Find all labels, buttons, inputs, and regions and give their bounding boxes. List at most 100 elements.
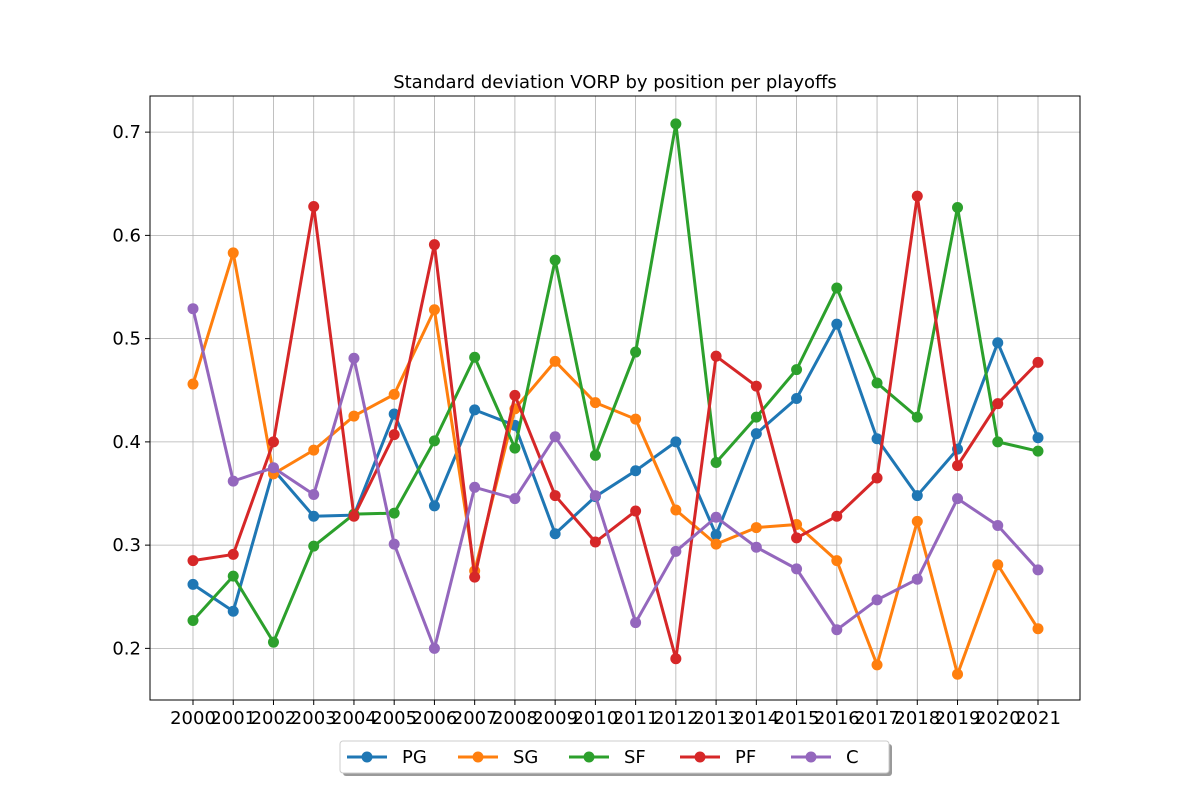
plot-frame (149, 95, 1081, 701)
data-point-pf (710, 350, 722, 362)
data-point-sg (589, 397, 601, 409)
y-tick-label: 0.3 (112, 535, 141, 556)
data-point-sf (308, 540, 320, 552)
series-pf (187, 190, 1044, 665)
x-tick-label: 2020 (975, 708, 1021, 729)
data-point-sg (308, 444, 320, 456)
legend-item-c: C (791, 747, 859, 768)
series-line-pf (192, 194, 1040, 661)
x-tick-label: 2021 (1015, 708, 1061, 729)
data-point-pf (348, 510, 360, 522)
data-point-c (469, 481, 481, 493)
data-point-sg (831, 555, 843, 567)
data-point-sf (227, 570, 239, 582)
data-point-c (871, 594, 883, 606)
data-point-pf (670, 653, 682, 665)
x-tick-label: 2002 (251, 708, 297, 729)
x-tick-label: 2001 (210, 708, 256, 729)
data-point-c (791, 563, 803, 575)
x-tick-label: 2016 (814, 708, 860, 729)
data-point-sf (630, 346, 642, 358)
x-tick-label: 2017 (854, 708, 900, 729)
data-point-pg (549, 528, 561, 540)
series-line-c (191, 308, 1040, 650)
data-point-c (348, 352, 360, 364)
data-point-pg (187, 578, 199, 590)
x-tick-label: 2005 (371, 708, 417, 729)
series-sg (187, 247, 1044, 680)
data-point-sf (469, 351, 481, 363)
legend-label-pf: PF (735, 747, 756, 768)
x-tick-label: 2003 (291, 708, 337, 729)
data-point-pg (911, 490, 923, 502)
data-point-pg (791, 393, 803, 405)
data-point-sg (187, 378, 199, 390)
series-line-sg (191, 251, 1040, 676)
series-pg (187, 318, 1044, 617)
data-point-sg (388, 388, 400, 400)
data-point-sg (348, 410, 360, 422)
data-point-c (589, 490, 601, 502)
data-point-sg (428, 304, 440, 316)
data-point-sf (670, 118, 682, 130)
legend-label-pg: PG (402, 747, 427, 768)
data-point-c (428, 642, 440, 654)
x-tick-label: 2004 (331, 708, 377, 729)
data-point-c (992, 520, 1004, 532)
data-point-pf (267, 436, 279, 448)
legend-item-pf: PF (680, 747, 756, 768)
data-point-pg (227, 605, 239, 617)
chart-title: Standard deviation VORP by position per … (393, 72, 837, 93)
data-point-sf (589, 449, 601, 461)
y-tick-label: 0.6 (112, 225, 141, 246)
x-tick-label: 2015 (774, 708, 820, 729)
data-point-pg (630, 465, 642, 477)
y-tick-label: 0.4 (112, 432, 141, 453)
data-point-sf (831, 282, 843, 294)
data-point-c (187, 303, 199, 315)
data-point-pg (750, 428, 762, 440)
data-point-sf (428, 435, 440, 447)
data-point-pg (871, 433, 883, 445)
data-point-pf (549, 490, 561, 502)
data-point-sf (710, 457, 722, 469)
data-point-c (670, 545, 682, 557)
data-point-sf (267, 636, 279, 648)
data-point-pf (509, 389, 521, 401)
legend-marker-pg (361, 751, 373, 763)
data-point-sg (630, 413, 642, 425)
data-point-pf (388, 429, 400, 441)
data-point-sf (750, 411, 762, 423)
data-point-sf (509, 442, 521, 454)
x-tick-label: 2014 (733, 708, 779, 729)
legend-label-c: C (846, 747, 859, 768)
data-point-pf (750, 380, 762, 392)
data-point-c (911, 573, 923, 585)
x-tick-label: 2018 (894, 708, 940, 729)
data-point-c (267, 462, 279, 474)
data-point-sg (670, 504, 682, 516)
data-point-sf (952, 202, 964, 214)
data-point-sg (750, 522, 762, 534)
data-point-c (831, 624, 843, 636)
data-point-pf (589, 536, 601, 548)
data-point-sg (952, 668, 964, 680)
series-sf (187, 118, 1044, 648)
x-tick-label: 2008 (492, 708, 538, 729)
data-point-pg (308, 510, 320, 522)
data-point-sf (187, 614, 199, 626)
data-point-pg (831, 318, 843, 330)
legend: PG SG SF PF C (339, 740, 892, 776)
data-point-pg (428, 500, 440, 512)
data-point-sf (388, 507, 400, 519)
legend-marker-pf (694, 751, 706, 763)
legend-marker-sg (472, 751, 484, 763)
legend-item-sf: SF (569, 747, 646, 768)
data-point-sf (1032, 445, 1044, 457)
data-point-pg (469, 404, 481, 416)
data-point-c (227, 475, 239, 487)
legend-item-sg: SG (458, 747, 538, 768)
data-point-pf (952, 460, 964, 472)
data-point-sg (1032, 623, 1044, 635)
